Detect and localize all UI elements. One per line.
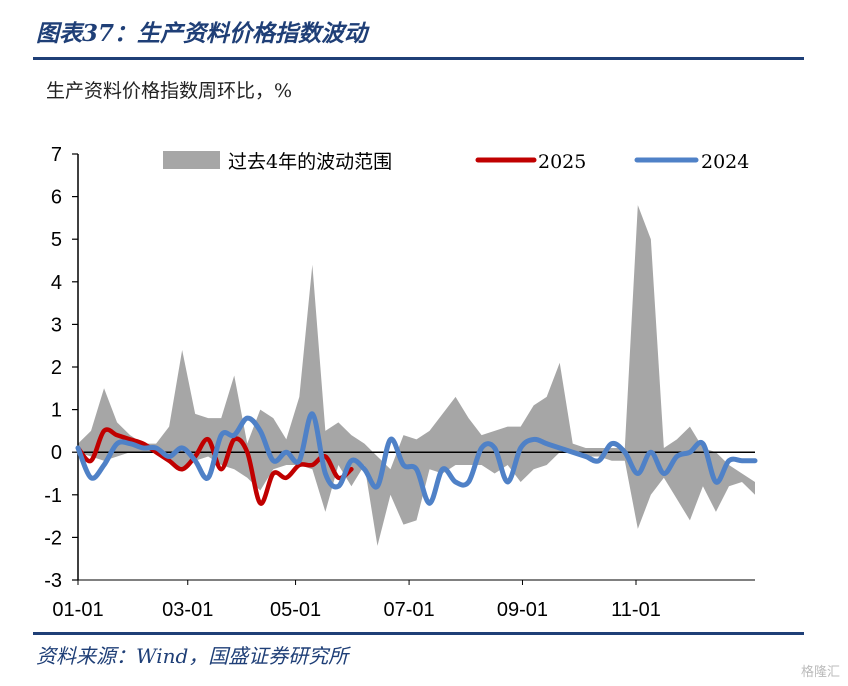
header-rule — [33, 57, 804, 60]
x-tick-label: 05-01 — [270, 599, 321, 621]
chart-subtitle: 生产资料价格指数周环比，% — [46, 80, 293, 102]
source-note: 资料来源：Wind，国盛证券研究所 — [36, 644, 349, 668]
y-tick-label: 6 — [51, 187, 62, 209]
legend-label-band: 过去4年的波动范围 — [228, 151, 392, 173]
watermark: 格隆汇 — [800, 665, 840, 680]
y-tick-label: 0 — [51, 442, 62, 464]
y-tick-label: 5 — [51, 229, 62, 251]
y-tick-label: -1 — [44, 485, 62, 507]
x-tick-label: 09-01 — [497, 599, 548, 621]
y-tick-label: 7 — [51, 144, 62, 166]
chart-legend: 过去4年的波动范围 2025 2024 — [163, 151, 749, 173]
series-line-2024 — [75, 411, 758, 506]
x-tick-label: 01-01 — [52, 599, 103, 621]
y-tick-label: 3 — [51, 314, 62, 336]
x-tick-label: 07-01 — [384, 599, 435, 621]
y-tick-label: -3 — [44, 570, 62, 592]
footer-rule — [33, 632, 804, 635]
x-tick-label: 11-01 — [611, 599, 661, 621]
legend-label-2024: 2024 — [701, 151, 749, 173]
legend-label-2025: 2025 — [538, 151, 586, 173]
y-tick-label: 2 — [51, 357, 62, 379]
legend-swatch-band — [163, 151, 220, 169]
band-layer — [78, 205, 755, 546]
line-layer — [75, 411, 758, 506]
y-tick-label: 4 — [51, 272, 62, 294]
band-area — [78, 205, 755, 546]
figure-title: 图表37：生产资料价格指数波动 — [36, 20, 368, 47]
x-tick-label: 03-01 — [162, 599, 213, 621]
axis-layer: -3 -2 -1 0 1 2 3 4 5 6 7 01-01 03-01 05-01 07-01 09-01 1… — [44, 144, 755, 621]
y-tick-label: 1 — [51, 400, 62, 422]
y-tick-label: -2 — [44, 527, 62, 549]
